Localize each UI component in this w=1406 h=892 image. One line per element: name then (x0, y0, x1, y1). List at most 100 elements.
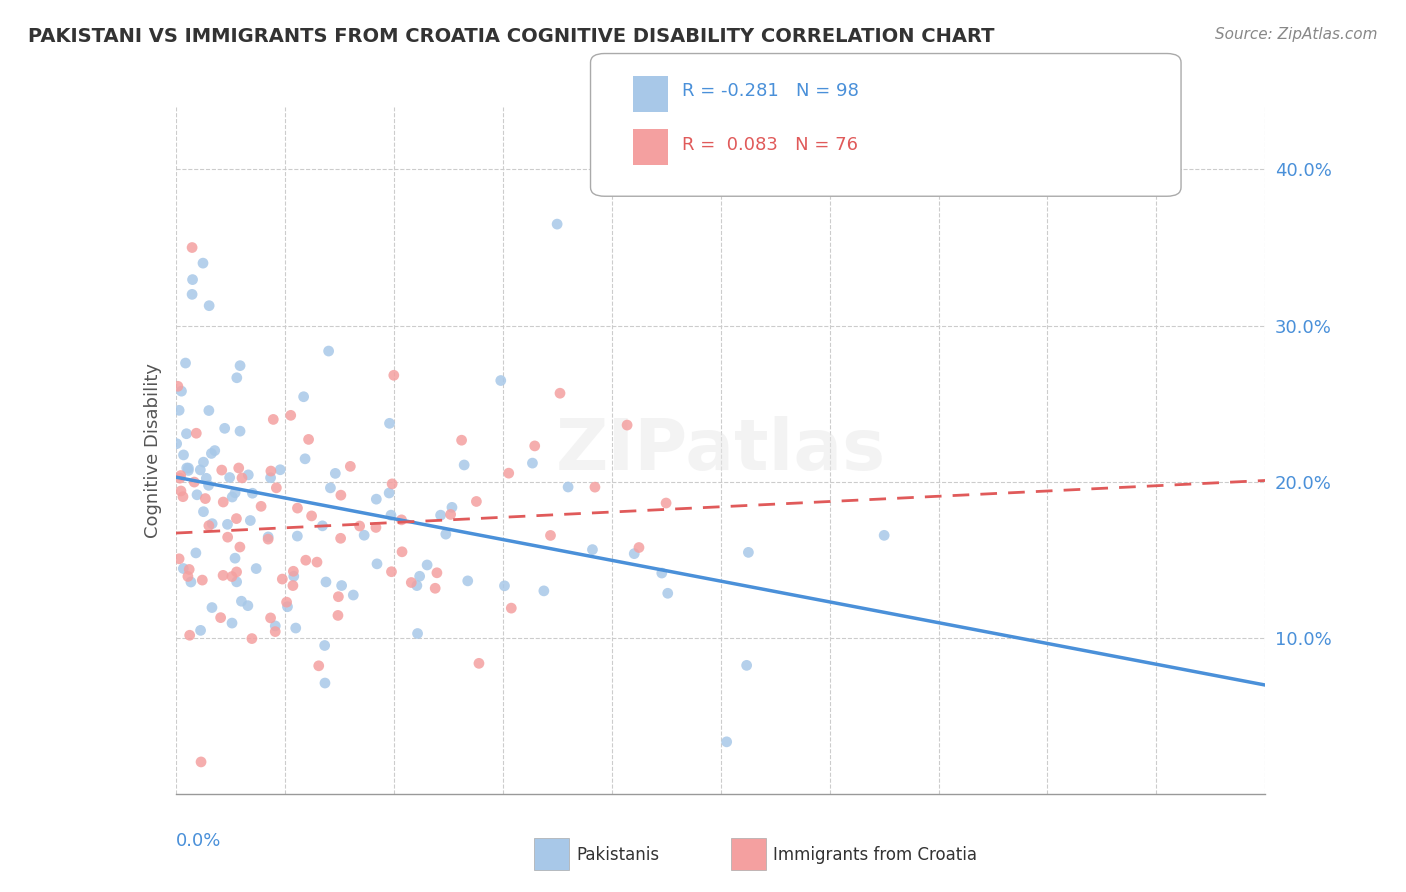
Point (177, 463, 200, 477)
Point (329, 531, 352, 545)
Point (280, 409, 302, 423)
Point (264, 624, 287, 639)
Point (311, 519, 333, 533)
Point (231, 594, 253, 608)
Point (276, 599, 298, 614)
Text: Immigrants from Croatia: Immigrants from Croatia (773, 846, 977, 863)
Point (179, 628, 201, 642)
Point (169, 471, 191, 485)
Point (294, 553, 316, 567)
Point (453, 458, 475, 472)
Point (179, 562, 201, 576)
Point (262, 412, 284, 426)
Point (339, 459, 361, 474)
Point (328, 590, 350, 604)
Point (342, 588, 364, 602)
Point (238, 467, 260, 482)
Point (523, 439, 546, 453)
Point (212, 495, 235, 509)
Point (366, 492, 388, 507)
Point (716, 735, 738, 749)
Point (627, 541, 650, 555)
Point (323, 467, 346, 481)
Point (177, 461, 200, 475)
Point (382, 368, 405, 383)
Point (548, 386, 571, 401)
Point (305, 555, 328, 569)
Point (281, 578, 304, 592)
Point (174, 356, 197, 370)
Point (201, 516, 224, 531)
Text: ZIPatlas: ZIPatlas (555, 416, 886, 485)
Point (450, 433, 472, 447)
Point (533, 583, 555, 598)
Point (655, 496, 678, 510)
Point (181, 287, 204, 301)
Point (292, 390, 315, 404)
Point (301, 508, 323, 523)
Point (225, 574, 247, 589)
Point (401, 575, 423, 590)
Point (191, 256, 214, 270)
Point (190, 624, 212, 638)
Point (269, 463, 291, 477)
Point (181, 272, 204, 286)
Point (224, 485, 246, 500)
Point (391, 513, 413, 527)
Point (198, 299, 221, 313)
Point (380, 565, 402, 579)
Point (221, 569, 243, 583)
Point (191, 573, 214, 587)
Point (167, 551, 190, 566)
Point (623, 547, 645, 561)
Point (217, 517, 239, 532)
Point (546, 217, 568, 231)
Point (297, 433, 319, 447)
Point (180, 574, 202, 589)
Point (465, 494, 488, 508)
Point (194, 491, 217, 506)
Point (737, 545, 759, 559)
Point (167, 403, 190, 417)
Point (315, 574, 337, 589)
Point (651, 566, 673, 580)
Point (406, 626, 429, 640)
Point (468, 657, 491, 671)
Point (276, 595, 298, 609)
Point (287, 501, 309, 516)
Point (440, 500, 463, 515)
Point (170, 483, 193, 498)
Point (349, 519, 371, 533)
Point (229, 424, 252, 438)
Text: PAKISTANI VS IMMIGRANTS FROM CROATIA COGNITIVE DISABILITY CORRELATION CHART: PAKISTANI VS IMMIGRANTS FROM CROATIA COG… (28, 27, 994, 45)
Point (225, 370, 247, 384)
Point (264, 619, 287, 633)
Point (381, 476, 404, 491)
Point (228, 461, 250, 475)
Point (201, 600, 224, 615)
Text: Source: ZipAtlas.com: Source: ZipAtlas.com (1215, 27, 1378, 42)
Point (231, 471, 253, 485)
Point (540, 528, 562, 542)
Point (259, 471, 281, 485)
Point (212, 568, 235, 582)
Point (408, 569, 430, 583)
Point (173, 448, 195, 462)
Point (557, 480, 579, 494)
Point (170, 384, 193, 399)
Point (378, 417, 401, 431)
Point (193, 455, 215, 469)
Point (283, 569, 305, 583)
Point (224, 551, 246, 566)
Point (250, 500, 273, 514)
Point (434, 527, 457, 541)
Text: R = -0.281   N = 98: R = -0.281 N = 98 (682, 82, 859, 100)
Point (257, 530, 280, 544)
Point (439, 508, 461, 522)
Point (283, 564, 305, 578)
Point (330, 578, 353, 592)
Point (198, 518, 221, 533)
Point (353, 528, 375, 542)
Point (242, 486, 264, 500)
Y-axis label: Cognitive Disability: Cognitive Disability (143, 363, 162, 538)
